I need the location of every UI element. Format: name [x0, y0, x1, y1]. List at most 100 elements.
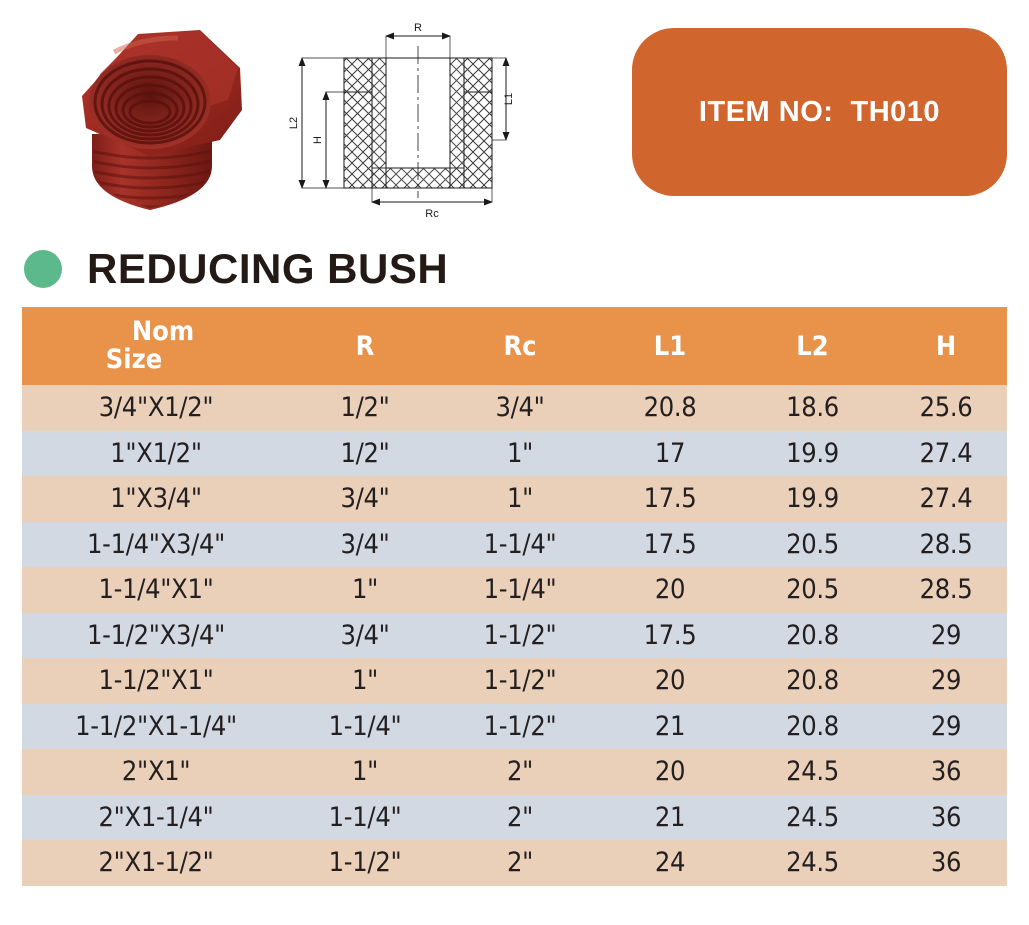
cell-rc: 1"	[506, 437, 534, 469]
column-header-rc: Rc	[503, 330, 537, 362]
specifications-table: Nom Size R Rc L1 L2 H 3/4"X1/2" 1/2" 3/4" 2…	[22, 307, 1007, 886]
cell-rc: 2"	[506, 847, 534, 879]
table-header: Nom Size R Rc L1 L2 H	[22, 307, 1007, 385]
cell-rc: 1-1/4"	[483, 574, 557, 606]
cell-rc: 1-1/2"	[483, 619, 557, 651]
cell-nom-size: 2"X1-1/2"	[98, 847, 214, 879]
cell-r: 1-1/4"	[328, 801, 402, 833]
cell-r: 3/4"	[340, 619, 390, 651]
item-number-label: ITEM NO: TH010	[698, 95, 941, 128]
drawing-label-l2: L2	[288, 117, 300, 129]
cell-h: 29	[930, 619, 962, 651]
cell-l1: 21	[654, 801, 686, 833]
table-row: 1"X1/2" 1/2" 1" 17 19.9 27.4	[22, 430, 1007, 476]
cell-nom-size: 3/4"X1/2"	[98, 392, 214, 424]
cell-l1: 24	[654, 847, 686, 879]
cell-l2: 24.5	[786, 801, 839, 833]
column-header-h: H	[935, 330, 957, 362]
item-number-badge: ITEM NO: TH010	[632, 28, 1007, 196]
table-row: 2"X1-1/4" 1-1/4" 2" 21 24.5 36	[22, 794, 1007, 840]
cell-nom-size: 1-1/2"X1"	[98, 665, 214, 697]
cell-r: 3/4"	[340, 483, 390, 515]
cell-l2: 20.8	[786, 665, 839, 697]
cell-rc: 2"	[506, 756, 534, 788]
table-row: 3/4"X1/2" 1/2" 3/4" 20.8 18.6 25.6	[22, 385, 1007, 431]
cell-l2: 20.5	[786, 528, 839, 560]
cell-nom-size: 1"X3/4"	[110, 483, 202, 515]
cell-h: 27.4	[919, 483, 973, 515]
cell-nom-size: 1-1/4"X3/4"	[86, 528, 226, 560]
cell-h: 25.6	[919, 392, 973, 424]
column-header-r: R	[355, 330, 375, 362]
cell-nom-size: 2"X1-1/4"	[98, 801, 214, 833]
cell-r: 1"	[351, 574, 379, 606]
column-header-nom-size-line1: Nom	[131, 315, 195, 347]
cell-h: 29	[930, 710, 962, 742]
drawing-label-rc: Rc	[425, 208, 439, 220]
cell-nom-size: 2"X1"	[121, 756, 191, 788]
cell-nom-size: 1"X1/2"	[110, 437, 202, 469]
table-row: 1-1/2"X1" 1" 1-1/2" 20 20.8 29	[22, 658, 1007, 704]
cell-h: 36	[930, 801, 962, 833]
cell-l1: 17.5	[643, 483, 697, 515]
table-header-row: Nom Size R Rc L1 L2 H	[22, 307, 1007, 385]
cell-nom-size: 1-1/2"X1-1/4"	[75, 710, 237, 742]
cell-h: 36	[930, 847, 962, 879]
cell-l2: 19.9	[786, 483, 839, 515]
cell-l1: 20	[654, 756, 686, 788]
cell-r: 1"	[351, 756, 379, 788]
cell-l1: 20	[654, 665, 686, 697]
technical-drawing: R Rc L2 H	[286, 20, 518, 222]
page-title-row: REDUCING BUSH	[24, 238, 448, 300]
cell-rc: 2"	[506, 801, 534, 833]
bullet-circle-icon	[24, 250, 62, 288]
column-header-l1: L1	[653, 330, 687, 362]
cell-l2: 20.8	[786, 619, 839, 651]
cell-h: 28.5	[919, 528, 973, 560]
table-row: 2"X1-1/2" 1-1/2" 2" 24 24.5 36	[22, 840, 1007, 886]
cell-rc: 1-1/4"	[483, 528, 557, 560]
cell-rc: 3/4"	[495, 392, 545, 424]
cell-h: 27.4	[919, 437, 973, 469]
cell-r: 1/2"	[340, 392, 390, 424]
drawing-label-h: H	[312, 136, 324, 144]
cell-nom-size: 1-1/2"X3/4"	[86, 619, 226, 651]
table-row: 1-1/2"X3/4" 3/4" 1-1/2" 17.5 20.8 29	[22, 612, 1007, 658]
cell-l1: 17.5	[643, 528, 697, 560]
column-header-nom-size-line2: Size	[105, 344, 163, 375]
cell-rc: 1-1/2"	[483, 665, 557, 697]
cell-l1: 20	[654, 574, 686, 606]
cell-l2: 20.5	[786, 574, 839, 606]
cell-l2: 24.5	[786, 756, 839, 788]
page-title: REDUCING BUSH	[87, 245, 449, 292]
cell-l1: 21	[654, 710, 686, 742]
cell-l1: 17	[654, 437, 686, 469]
cell-l1: 17.5	[643, 619, 697, 651]
drawing-label-r: R	[414, 22, 422, 34]
column-header-l2: L2	[796, 330, 829, 362]
drawing-label-l1: L1	[503, 93, 515, 105]
cell-rc: 1"	[506, 483, 534, 515]
cell-nom-size: 1-1/4"X1"	[98, 574, 214, 606]
table-row: 1"X3/4" 3/4" 1" 17.5 19.9 27.4	[22, 476, 1007, 522]
cell-l2: 20.8	[786, 710, 839, 742]
cell-h: 28.5	[919, 574, 973, 606]
cell-r: 3/4"	[340, 528, 390, 560]
cell-r: 1-1/4"	[328, 710, 402, 742]
column-header-nom-size: Nom Size	[22, 307, 290, 385]
cell-r: 1/2"	[340, 437, 390, 469]
cell-l2: 18.6	[786, 392, 839, 424]
table-row: 1-1/4"X1" 1" 1-1/4" 20 20.5 28.5	[22, 567, 1007, 613]
product-photo	[42, 16, 264, 224]
table-row: 1-1/2"X1-1/4" 1-1/4" 1-1/2" 21 20.8 29	[22, 703, 1007, 749]
cell-l2: 19.9	[786, 437, 839, 469]
cell-h: 29	[930, 665, 962, 697]
table-body: 3/4"X1/2" 1/2" 3/4" 20.8 18.6 25.6 1"X1/2" 1/2"…	[22, 385, 1007, 886]
cell-h: 36	[930, 756, 962, 788]
cell-l2: 24.5	[786, 847, 839, 879]
header-section: R Rc L2 H	[0, 0, 1029, 230]
cell-l1: 20.8	[643, 392, 697, 424]
table-row: 2"X1" 1" 2" 20 24.5 36	[22, 749, 1007, 795]
cell-rc: 1-1/2"	[483, 710, 557, 742]
cell-r: 1-1/2"	[328, 847, 402, 879]
